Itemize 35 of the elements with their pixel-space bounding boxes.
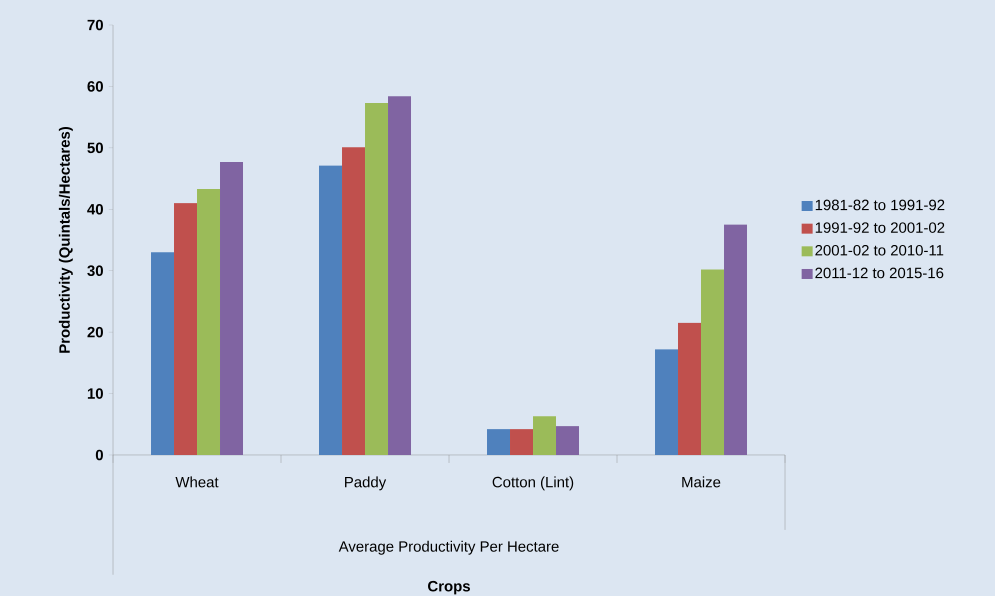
- y-tick-label: 20: [87, 326, 103, 338]
- y-tick-label: 10: [88, 388, 103, 399]
- bar: [220, 162, 244, 455]
- bar: [151, 252, 174, 455]
- bar: [365, 103, 388, 455]
- bar: [487, 429, 510, 455]
- bar: [342, 147, 366, 455]
- y-tick-label: 40: [87, 204, 103, 215]
- bar: [556, 426, 580, 455]
- y-tick-label: 70: [88, 20, 103, 30]
- x-tick-label: Maize: [682, 476, 720, 488]
- y-tick-label: 30: [87, 265, 103, 276]
- x-tick-label: Wheat: [175, 476, 218, 488]
- y-tick-label: 0: [96, 450, 103, 460]
- bar: [678, 322, 702, 455]
- legend-label: 1991-92 to 2001-02: [816, 222, 944, 233]
- bar: [701, 269, 724, 455]
- bar: [197, 189, 220, 455]
- bar: [388, 96, 412, 455]
- bar: [510, 429, 534, 455]
- y-tick-label: 60: [88, 81, 103, 92]
- legend-label: 2001-02 to 2010-11: [815, 244, 944, 256]
- legend-label: 2011-12 to 2015-16: [815, 268, 944, 278]
- legend-label: 1981-82 to 1991-92: [816, 200, 944, 210]
- bar: [724, 224, 748, 455]
- y-tick-label: 50: [87, 142, 103, 154]
- text: Crops: [428, 580, 470, 594]
- x-tick-label: Cotton (Lint): [492, 476, 574, 490]
- bar: [319, 166, 342, 455]
- bar: [533, 416, 556, 455]
- text: Average Productivity Per Hectare: [338, 540, 559, 555]
- bar: [655, 349, 678, 455]
- bar: [174, 203, 198, 455]
- x-tick-label: Paddy: [345, 476, 386, 490]
- y-axis-title: Productivity (Quintals/Hectares): [58, 126, 73, 353]
